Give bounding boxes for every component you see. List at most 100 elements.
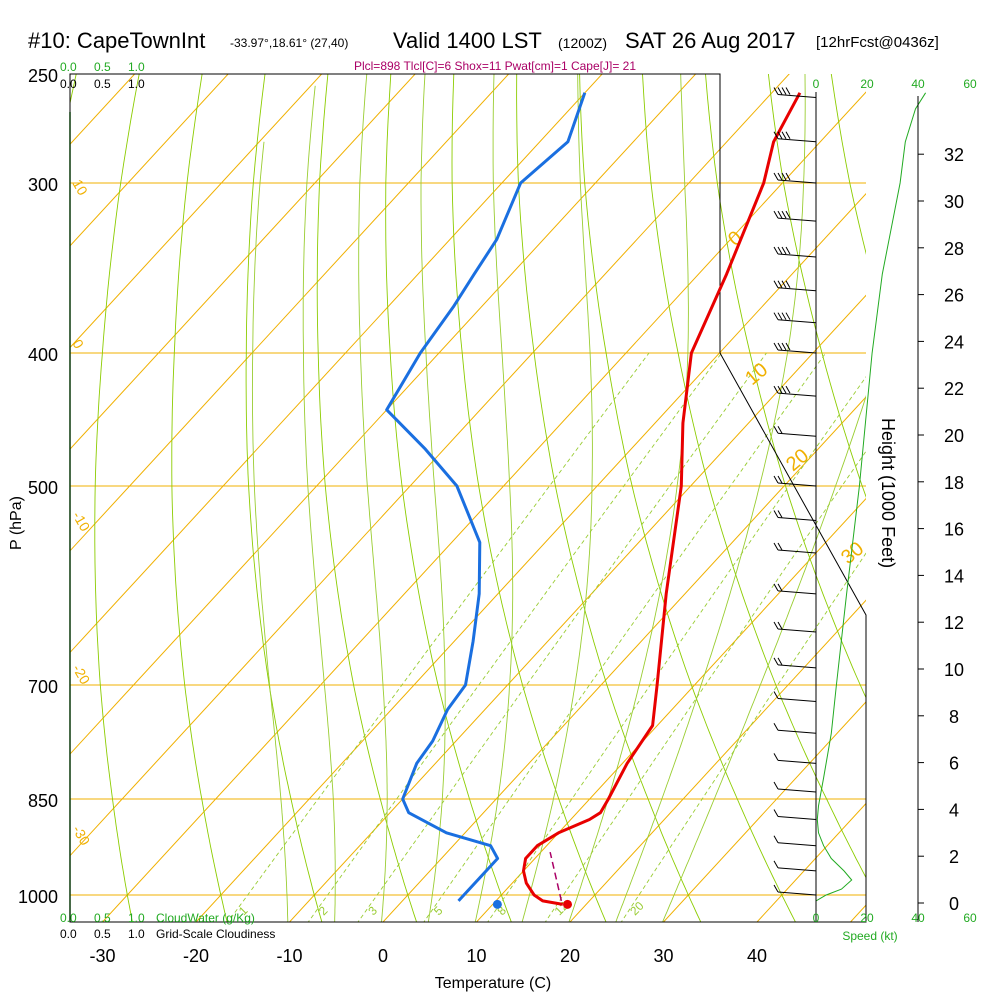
wind-barb-feather [773,510,779,518]
wind-barb-feather [781,172,787,181]
cloud-scale-top-green: 0.5 [94,60,111,74]
sounding-indices: Plcl=898 Tlcl[C]=6 Shox=11 Pwat[cm]=1 Ca… [354,59,636,73]
wind-barb-feather [773,312,779,320]
wind-barb-feather [785,246,791,255]
wind-barb [777,482,817,487]
mixing-ratio-line [227,352,650,922]
wind-barb-feather [785,312,791,320]
temperature-tick-label: 10 [466,946,486,966]
wind-barb-feather [773,657,779,666]
wind-barb [777,664,817,669]
mixing-ratio-label: 5 [431,903,446,918]
wind-barb [777,815,817,820]
cloud-scale-top-black: 0.5 [94,77,111,91]
dry-adiabat [245,74,323,922]
wind-barb-feather [777,385,783,394]
cloud-scale-top-black: 1.0 [128,77,145,91]
valid-time: Valid 1400 LST [393,28,542,53]
mixing-ratio-line [357,352,767,922]
valid-date: SAT 26 Aug 2017 [625,28,796,53]
dry-adiabat [705,74,866,699]
wind-barb [777,842,817,847]
plot-frame [69,73,867,923]
cloud-scale-top-black: 0.0 [60,77,77,91]
height-tick-label: 26 [944,286,964,306]
height-axis-label: Height (1000 Feet) [878,418,898,568]
chart-header: #10: CapeTownInt -33.97°,18.61° (27,40) … [0,0,1000,60]
height-tick-label: 10 [944,660,964,680]
isotherm-line [569,599,866,922]
wind-barb-feather [777,280,783,288]
wind-barb-feather [773,691,779,699]
height-tick-label: 8 [949,707,959,727]
isotherm-line [70,74,323,349]
wind-barb-feather [785,342,791,351]
wind-barb-feather [773,781,779,790]
isotherm-line [70,74,790,857]
wind-barb [777,729,817,734]
wind-barb [777,319,817,324]
moist-adiabat [474,74,514,922]
wind-barb-feather [777,312,783,320]
wind-barb-feather [773,131,779,140]
height-tick-label: 2 [949,847,959,867]
mixing-ratio-label: 2 [316,903,331,918]
height-tick-label: 14 [944,566,964,586]
isotherm-line [849,904,866,922]
wind-barb-feather [781,210,787,219]
pressure-tick-label: 250 [28,66,58,86]
wind-barb-feather [781,87,787,95]
wind-barb-feather [773,342,779,351]
pressure-axis-label: P (hPa) [8,496,25,550]
height-tick-label: 18 [944,473,964,493]
wind-barb-feather [777,246,783,255]
dry-adiabat [516,74,702,922]
height-tick-label: 6 [949,754,959,774]
wind-barb [777,432,817,437]
cloud-scale-bottom-green: 1.0 [128,911,145,925]
cloud-scale-bottom-black: 1.0 [128,927,145,941]
speed-scale-top: 40 [911,77,925,91]
station-coords: -33.97°,18.61° (27,40) [230,36,349,50]
wind-barb-feather [777,510,783,518]
wind-barb [777,698,817,703]
cloud-scale-bottom-black: 0.5 [94,927,111,941]
speed-scale-bottom: 0 [813,911,820,925]
wind-barb-feather [777,621,783,630]
parcel-path [549,851,563,902]
mixing-ratio-label: 20 [627,899,647,919]
cloud-scale-bottom-green: 0.0 [60,911,77,925]
wind-barb-feather [781,312,787,320]
speed-scale-top: 0 [813,77,820,91]
pressure-tick-label: 850 [28,791,58,811]
isotherm-label: 10 [69,177,91,199]
wind-barb-feather [773,210,779,219]
wind-barb-feather [777,172,783,181]
wind-barb-feather [785,172,791,181]
wind-barb-feather [773,542,779,551]
height-tick-label: 32 [944,145,964,165]
wind-barb [777,590,817,595]
wind-barb-feather [773,172,779,181]
wind-barb [777,217,817,222]
temperature-tick-label: 20 [560,946,580,966]
wind-barb-feather [781,246,787,255]
moist-adiabat [568,74,689,922]
surface-temperature-dot [563,899,573,909]
wind-barb [777,93,817,98]
moist-adiabat [302,85,336,922]
isotherm-label: -20 [69,662,93,688]
wind-barb-feather [777,542,783,551]
speed-scale-bottom: 20 [860,911,874,925]
mixing-ratio-label: 3 [365,903,380,918]
isotherm-line [70,74,229,247]
forecast-info: [12hrFcst@0436z] [816,34,939,51]
dry-adiabat [94,74,140,922]
dry-adiabat [767,74,866,498]
cloud-scale-bottom-black: 0.0 [60,927,77,941]
wind-barb-feather [785,131,791,140]
dry-adiabat [171,74,228,922]
wind-barb-feather [777,426,783,434]
